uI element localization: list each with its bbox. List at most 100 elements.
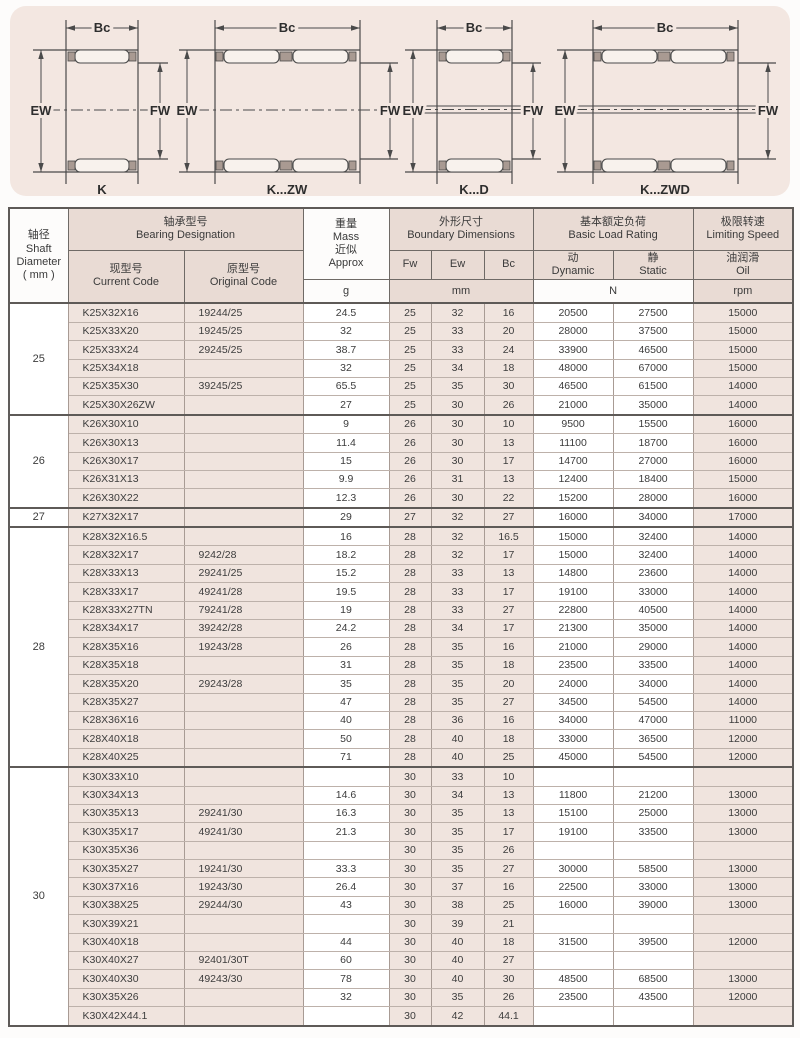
header-boundary-dimensions: 外形尺寸 Boundary Dimensions — [388, 207, 534, 251]
static-load-cell — [612, 840, 694, 861]
static-load-cell: 27500 — [612, 302, 694, 323]
header-mass: 重量 Mass 近似 Approx — [302, 207, 390, 280]
bc-cell: 20 — [483, 321, 534, 342]
current-code-cell: K30X42X44.1 — [67, 1006, 185, 1027]
original-code-cell — [183, 395, 304, 416]
mass-cell: 31 — [302, 655, 390, 676]
bc-cell: 30 — [483, 376, 534, 397]
fw-cell: 28 — [388, 600, 432, 621]
fw-cell: 30 — [388, 987, 432, 1008]
fw-cell: 30 — [388, 1006, 432, 1027]
table-row: K30X35X13 29241/30 16.3 30 35 13 15100 25000 130… — [9, 803, 794, 824]
dynamic-load-cell: 22800 — [532, 600, 614, 621]
fw-cell: 26 — [388, 488, 432, 509]
dynamic-load-cell: 21300 — [532, 619, 614, 639]
dim-label-bc: Bc — [466, 20, 483, 35]
table-row: K26X31X13 9.9 26 31 13 12400 18400 15000 — [9, 469, 794, 490]
fw-cell: 30 — [388, 766, 432, 787]
table-row: K28X35X27 47 28 35 27 34500 54500 14000 — [9, 692, 794, 712]
header-static: 静 Static — [612, 249, 694, 280]
bc-cell: 26 — [483, 840, 534, 861]
dynamic-load-cell: 16000 — [532, 506, 614, 528]
static-load-cell: 58500 — [612, 859, 694, 879]
ew-cell: 40 — [430, 932, 485, 953]
mass-cell: 21.3 — [302, 822, 390, 842]
fw-cell: 25 — [388, 358, 432, 378]
bc-cell: 25 — [483, 747, 534, 768]
dynamic-load-cell — [532, 914, 614, 934]
fw-cell: 27 — [388, 506, 432, 528]
original-code-cell: 79241/28 — [183, 600, 304, 621]
static-load-cell: 33000 — [612, 582, 694, 602]
fw-cell: 28 — [388, 637, 432, 657]
original-code-cell: 49241/30 — [183, 822, 304, 842]
table-row: K28X35X18 31 28 35 18 23500 33500 14000 — [9, 655, 794, 676]
limiting-speed-cell: 14000 — [692, 376, 794, 397]
limiting-speed-cell: 12000 — [692, 932, 794, 953]
ew-cell: 35 — [430, 674, 485, 694]
mass-cell: 43 — [302, 895, 390, 916]
diagram-kzwd: Bc EW FW K...ZWD — [552, 17, 782, 196]
static-load-cell: 27000 — [612, 451, 694, 471]
table-row: K30X40X27 92401/30T 60 30 40 27 — [9, 951, 794, 971]
unit-n: N — [532, 278, 694, 304]
table-row: K28X32X17 9242/28 18.2 28 32 17 15000 32400 1400… — [9, 545, 794, 565]
static-load-cell: 18700 — [612, 433, 694, 453]
limiting-speed-cell — [692, 840, 794, 861]
dim-label-bc: Bc — [279, 20, 296, 35]
original-code-cell: 39245/25 — [183, 376, 304, 397]
original-code-cell: 92401/30T — [183, 951, 304, 971]
limiting-speed-cell: 14000 — [692, 619, 794, 639]
fw-cell: 30 — [388, 969, 432, 989]
original-code-cell — [183, 987, 304, 1008]
ew-cell: 38 — [430, 895, 485, 916]
mass-cell: 29 — [302, 506, 390, 528]
fw-cell: 25 — [388, 302, 432, 323]
shaft-diameter-cell: 28 — [8, 526, 69, 768]
dynamic-load-cell: 19100 — [532, 582, 614, 602]
mass-cell: 16 — [302, 526, 390, 547]
diagram-caption: K...ZW — [267, 182, 308, 196]
current-code-cell: K30X37X16 — [67, 877, 185, 897]
limiting-speed-cell: 13000 — [692, 969, 794, 989]
current-code-cell: K30X35X27 — [67, 859, 185, 879]
limiting-speed-cell: 16000 — [692, 488, 794, 509]
original-code-cell — [183, 358, 304, 378]
diagram-caption: K — [97, 182, 107, 196]
dim-label-ew: EW — [31, 103, 53, 118]
ew-cell: 33 — [430, 321, 485, 342]
dynamic-load-cell: 11100 — [532, 433, 614, 453]
current-code-cell: K28X34X17 — [67, 619, 185, 639]
static-load-cell: 15500 — [612, 413, 694, 435]
bc-cell: 10 — [483, 413, 534, 435]
current-code-cell: K28X32X16.5 — [67, 526, 185, 547]
limiting-speed-cell: 13000 — [692, 877, 794, 897]
limiting-speed-cell: 14000 — [692, 655, 794, 676]
current-code-cell: K25X35X30 — [67, 376, 185, 397]
current-code-cell: K28X35X16 — [67, 637, 185, 657]
table-row: K30X40X18 44 30 40 18 31500 39500 12000 — [9, 932, 794, 953]
static-load-cell: 33500 — [612, 822, 694, 842]
table-row: K25X33X24 29245/25 38.7 25 33 24 33900 46500 150… — [9, 340, 794, 360]
bc-cell: 25 — [483, 895, 534, 916]
table-row: K30X35X26 32 30 35 26 23500 43500 12000 — [9, 987, 794, 1008]
dynamic-load-cell: 34000 — [532, 710, 614, 731]
original-code-cell: 29241/25 — [183, 563, 304, 584]
original-code-cell — [183, 1006, 304, 1027]
current-code-cell: K26X30X17 — [67, 451, 185, 471]
table-row: 30 K30X33X10 30 33 10 — [8, 766, 794, 1027]
static-load-cell: 40500 — [612, 600, 694, 621]
table-row: K30X37X16 19243/30 26.4 30 37 16 22500 33000 130… — [9, 877, 794, 897]
dynamic-load-cell — [532, 766, 614, 787]
limiting-speed-cell: 13000 — [692, 895, 794, 916]
fw-cell: 30 — [388, 932, 432, 953]
current-code-cell: K26X31X13 — [67, 469, 185, 490]
mass-cell: 9.9 — [302, 469, 390, 490]
ew-cell: 30 — [430, 395, 485, 416]
fw-cell: 30 — [388, 859, 432, 879]
current-code-cell: K26X30X13 — [67, 433, 185, 453]
original-code-cell: 19243/28 — [183, 637, 304, 657]
current-code-cell: K25X33X20 — [67, 321, 185, 342]
dynamic-load-cell: 9500 — [532, 413, 614, 435]
fw-cell: 30 — [388, 895, 432, 916]
